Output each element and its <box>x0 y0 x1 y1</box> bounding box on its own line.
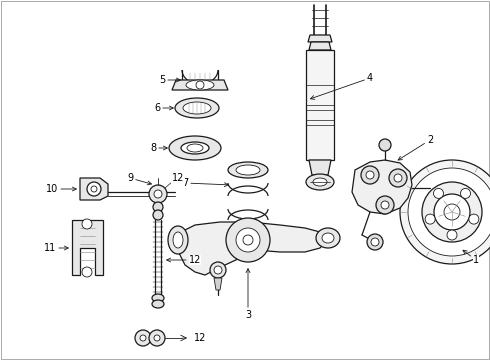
Text: 12: 12 <box>167 255 201 265</box>
Circle shape <box>210 262 226 278</box>
Circle shape <box>87 182 101 196</box>
Ellipse shape <box>186 80 214 90</box>
Text: 12: 12 <box>172 173 184 183</box>
Text: 9: 9 <box>127 173 151 185</box>
Circle shape <box>447 230 457 240</box>
Circle shape <box>140 335 146 341</box>
Ellipse shape <box>228 162 268 178</box>
Circle shape <box>82 219 92 229</box>
Ellipse shape <box>187 144 203 152</box>
Ellipse shape <box>228 224 268 240</box>
Circle shape <box>243 235 253 245</box>
Circle shape <box>149 330 165 346</box>
Text: 5: 5 <box>159 75 180 85</box>
Ellipse shape <box>169 136 221 160</box>
Circle shape <box>379 139 391 151</box>
Text: 12: 12 <box>194 333 206 343</box>
Ellipse shape <box>316 228 340 248</box>
Circle shape <box>226 218 270 262</box>
Circle shape <box>153 202 163 212</box>
Polygon shape <box>309 160 331 175</box>
Circle shape <box>149 185 167 203</box>
Circle shape <box>389 169 407 187</box>
Circle shape <box>376 196 394 214</box>
Polygon shape <box>172 80 228 90</box>
Ellipse shape <box>313 178 327 186</box>
Ellipse shape <box>181 142 209 154</box>
Circle shape <box>135 330 151 346</box>
Circle shape <box>422 182 482 242</box>
Ellipse shape <box>173 232 183 248</box>
Polygon shape <box>352 160 412 214</box>
Circle shape <box>371 238 379 246</box>
Circle shape <box>434 188 443 198</box>
Text: 10: 10 <box>46 184 76 194</box>
Circle shape <box>361 166 379 184</box>
Circle shape <box>91 186 97 192</box>
Circle shape <box>366 171 374 179</box>
Polygon shape <box>214 278 222 290</box>
Circle shape <box>434 194 470 230</box>
Ellipse shape <box>183 102 211 114</box>
Ellipse shape <box>168 226 188 254</box>
Ellipse shape <box>236 227 260 237</box>
Text: 8: 8 <box>150 143 167 153</box>
Circle shape <box>400 160 490 264</box>
Polygon shape <box>80 178 108 200</box>
Circle shape <box>367 234 383 250</box>
Polygon shape <box>306 50 334 160</box>
Text: 1: 1 <box>463 250 479 265</box>
Polygon shape <box>308 35 332 42</box>
Text: 6: 6 <box>154 103 173 113</box>
Ellipse shape <box>322 233 334 243</box>
Ellipse shape <box>306 174 334 190</box>
Ellipse shape <box>152 300 164 308</box>
Text: 11: 11 <box>44 243 68 253</box>
Circle shape <box>469 214 479 224</box>
Text: 7: 7 <box>182 178 228 188</box>
Circle shape <box>154 190 162 198</box>
Ellipse shape <box>175 98 219 118</box>
Circle shape <box>154 335 160 341</box>
Polygon shape <box>175 222 330 275</box>
Circle shape <box>425 214 435 224</box>
Text: 2: 2 <box>398 135 433 160</box>
Text: 4: 4 <box>311 73 373 99</box>
Polygon shape <box>72 220 103 275</box>
Circle shape <box>214 266 222 274</box>
Circle shape <box>394 174 402 182</box>
Ellipse shape <box>152 294 164 302</box>
Circle shape <box>196 81 204 89</box>
Circle shape <box>381 201 389 209</box>
Circle shape <box>444 204 460 220</box>
Circle shape <box>153 210 163 220</box>
Circle shape <box>461 188 470 198</box>
Circle shape <box>82 267 92 277</box>
Ellipse shape <box>236 165 260 175</box>
Circle shape <box>408 168 490 256</box>
Circle shape <box>236 228 260 252</box>
Polygon shape <box>309 42 331 50</box>
Text: 3: 3 <box>245 269 251 320</box>
